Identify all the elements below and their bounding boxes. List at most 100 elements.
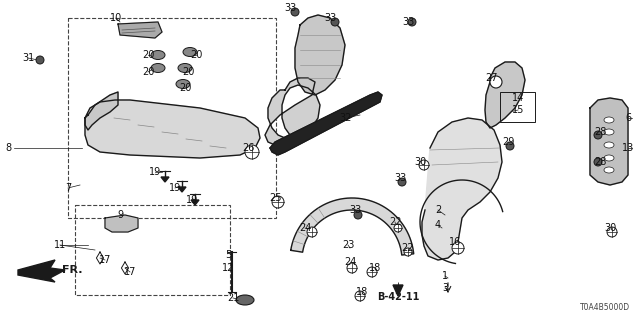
Circle shape xyxy=(355,291,365,301)
Text: 22: 22 xyxy=(388,217,401,227)
Bar xyxy=(68,18,276,218)
Circle shape xyxy=(331,18,339,26)
Text: 6: 6 xyxy=(625,113,631,123)
Circle shape xyxy=(347,263,357,273)
Text: 26: 26 xyxy=(242,143,254,153)
Ellipse shape xyxy=(604,167,614,173)
Ellipse shape xyxy=(151,51,165,60)
Text: 22: 22 xyxy=(402,243,414,253)
Text: 18: 18 xyxy=(369,263,381,273)
Text: 16: 16 xyxy=(449,237,461,247)
Text: 8: 8 xyxy=(5,143,11,153)
Text: 31: 31 xyxy=(22,53,34,63)
Text: 19: 19 xyxy=(169,183,181,193)
Text: 17: 17 xyxy=(124,267,136,277)
Text: 29: 29 xyxy=(502,137,514,147)
Circle shape xyxy=(452,242,464,254)
Text: 20: 20 xyxy=(142,50,154,60)
Circle shape xyxy=(36,56,44,64)
Text: 17: 17 xyxy=(99,255,111,265)
Polygon shape xyxy=(118,22,162,38)
Ellipse shape xyxy=(178,63,192,73)
Polygon shape xyxy=(291,198,413,255)
Text: 9: 9 xyxy=(117,210,123,220)
Text: 23: 23 xyxy=(342,240,354,250)
Circle shape xyxy=(594,131,602,139)
Text: 19: 19 xyxy=(149,167,161,177)
Text: 12: 12 xyxy=(222,263,234,273)
Text: 2: 2 xyxy=(435,205,441,215)
Circle shape xyxy=(394,224,402,232)
Circle shape xyxy=(307,227,317,237)
Ellipse shape xyxy=(176,79,190,89)
Circle shape xyxy=(367,267,377,277)
Bar xyxy=(500,92,535,122)
Text: 20: 20 xyxy=(179,83,191,93)
Ellipse shape xyxy=(604,117,614,123)
Polygon shape xyxy=(18,260,65,282)
Text: 27: 27 xyxy=(486,73,499,83)
Text: 4: 4 xyxy=(435,220,441,230)
Polygon shape xyxy=(590,98,628,185)
Polygon shape xyxy=(85,100,260,158)
Text: 33: 33 xyxy=(402,17,414,27)
Circle shape xyxy=(490,76,502,88)
Text: 24: 24 xyxy=(344,257,356,267)
Text: 28: 28 xyxy=(594,157,606,167)
Polygon shape xyxy=(105,215,138,232)
Circle shape xyxy=(506,142,514,150)
Text: 24: 24 xyxy=(299,223,311,233)
Text: 20: 20 xyxy=(182,67,194,77)
Polygon shape xyxy=(85,92,118,130)
Text: 11: 11 xyxy=(54,240,66,250)
Polygon shape xyxy=(393,285,403,296)
Ellipse shape xyxy=(151,63,165,73)
Circle shape xyxy=(272,196,284,208)
Text: 30: 30 xyxy=(604,223,616,233)
Text: T0A4B5000D: T0A4B5000D xyxy=(580,303,630,312)
Text: 25: 25 xyxy=(269,193,281,203)
Circle shape xyxy=(594,158,602,166)
Polygon shape xyxy=(485,62,525,128)
Text: 19: 19 xyxy=(186,195,198,205)
Text: 15: 15 xyxy=(512,105,524,115)
Text: 10: 10 xyxy=(110,13,122,23)
Polygon shape xyxy=(295,15,345,95)
Circle shape xyxy=(245,145,259,159)
Circle shape xyxy=(419,160,429,170)
Text: 3: 3 xyxy=(442,283,448,293)
Text: FR.: FR. xyxy=(62,265,83,275)
Polygon shape xyxy=(422,118,502,260)
Circle shape xyxy=(404,248,412,256)
Text: 21: 21 xyxy=(227,293,239,303)
Ellipse shape xyxy=(604,142,614,148)
Text: 28: 28 xyxy=(594,127,606,137)
Text: 18: 18 xyxy=(356,287,368,297)
Text: 14: 14 xyxy=(512,93,524,103)
Text: 33: 33 xyxy=(394,173,406,183)
Polygon shape xyxy=(191,200,199,205)
Ellipse shape xyxy=(604,129,614,135)
Text: 7: 7 xyxy=(65,183,71,193)
Circle shape xyxy=(607,227,617,237)
Bar xyxy=(75,205,230,295)
Polygon shape xyxy=(161,177,169,182)
Text: 32: 32 xyxy=(339,113,351,123)
Circle shape xyxy=(408,18,416,26)
Text: 33: 33 xyxy=(349,205,361,215)
Polygon shape xyxy=(265,78,320,145)
Text: 5: 5 xyxy=(225,250,231,260)
Polygon shape xyxy=(270,92,382,155)
Text: B-42-11: B-42-11 xyxy=(377,292,419,302)
Circle shape xyxy=(354,211,362,219)
Polygon shape xyxy=(178,187,186,192)
Text: 33: 33 xyxy=(284,3,296,13)
Circle shape xyxy=(291,8,299,16)
Text: 33: 33 xyxy=(324,13,336,23)
Text: 13: 13 xyxy=(622,143,634,153)
Text: 20: 20 xyxy=(142,67,154,77)
Text: 1: 1 xyxy=(442,271,448,281)
Ellipse shape xyxy=(183,47,197,57)
Text: 30: 30 xyxy=(414,157,426,167)
Ellipse shape xyxy=(236,295,254,305)
